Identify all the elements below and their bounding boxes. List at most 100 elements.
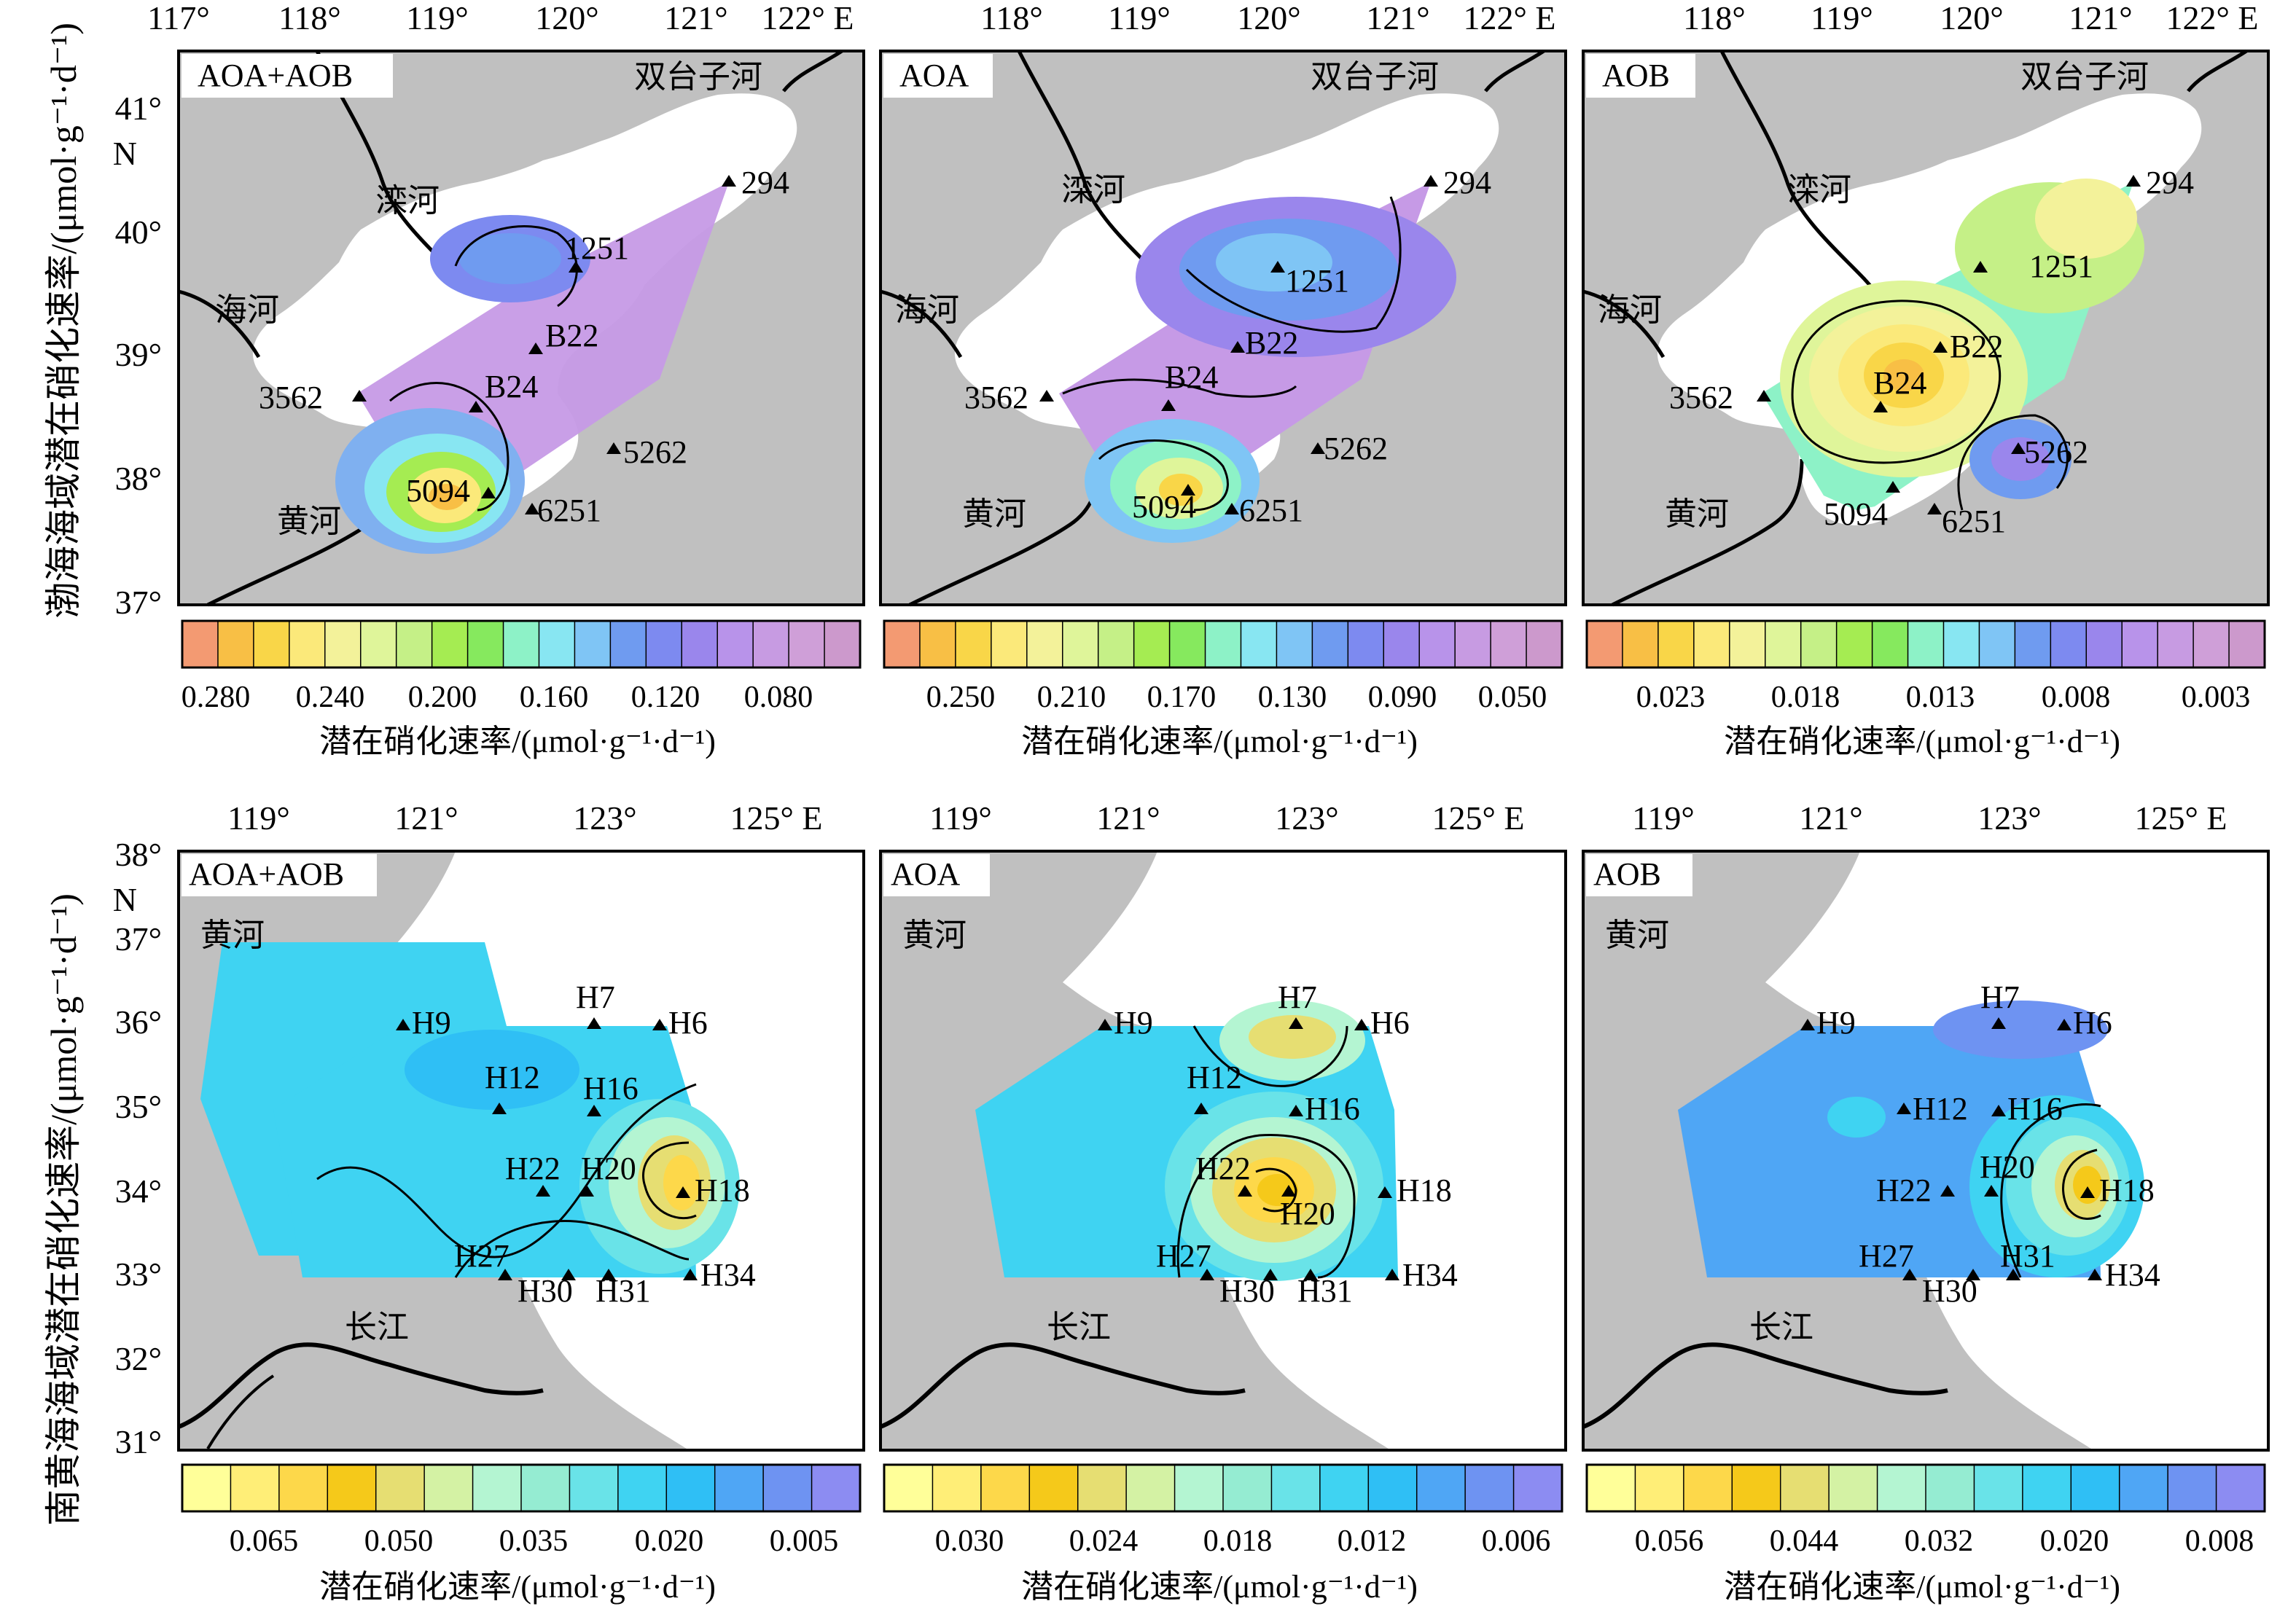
station-marker-icon (1181, 484, 1195, 496)
cb2-tick: 0.210 (1037, 681, 1106, 714)
station-label: H27 (1156, 1238, 1211, 1274)
row1-ylabel: 渤海海域潜在硝化速率/(μmol·g⁻¹·d⁻¹) (43, 23, 84, 619)
station-marker-icon (722, 175, 736, 187)
colorbar-segment (424, 1465, 474, 1511)
panel-title-bg (1586, 854, 1692, 896)
cb1-tick: 0.120 (631, 681, 700, 714)
station-marker-icon (1873, 401, 1888, 412)
contour-line (316, 1083, 697, 1258)
colorbar-segment (1732, 1465, 1781, 1511)
station-label: H6 (668, 1005, 708, 1041)
colorbar-segment (1526, 621, 1563, 668)
colorbar-segment (324, 621, 362, 668)
row1-panel-3: AOB 双台子河 滦河 海河 黄河 294 1251 B22 B24 3562 … (1582, 49, 2270, 607)
station-H31: H31 (596, 1269, 651, 1309)
colorbar-segment (991, 621, 1028, 668)
station-H27: H27 (1156, 1238, 1214, 1280)
station-marker-icon (1289, 1017, 1303, 1029)
field-band (2073, 1166, 2102, 1204)
station-label: H7 (1980, 979, 2020, 1015)
panel-title: AOA (891, 856, 961, 892)
station-marker-icon (1098, 1019, 1112, 1030)
contour-line (1176, 1134, 1356, 1279)
river-line (1484, 49, 1545, 93)
station-marker-icon (525, 503, 539, 514)
station-5262: 5262 (1311, 431, 1388, 466)
station-5094: 5094 (1824, 481, 1900, 532)
p2-lon-122: 122° E (1464, 0, 1556, 36)
colorbar-segment (1683, 1465, 1733, 1511)
cb1-tick: 0.080 (744, 681, 813, 714)
station-marker-icon (2057, 1019, 2072, 1030)
station-marker-icon (1385, 1269, 1399, 1280)
station-5094: 5094 (1132, 484, 1196, 525)
station-marker-icon (1303, 1269, 1318, 1280)
colorbar-segment (666, 1465, 716, 1511)
panel-title: AOB (1602, 58, 1670, 93)
cb3-tick: 0.013 (1906, 681, 1975, 714)
field-band (663, 1155, 700, 1210)
row1-lat-37: 37° (115, 584, 162, 621)
station-marker-icon (1039, 390, 1054, 402)
station-marker-icon (1927, 503, 1942, 514)
row2-colorbar-2 (883, 1463, 1563, 1513)
colorbar-segment (1836, 621, 1873, 668)
cb5-tick: 0.012 (1338, 1524, 1407, 1558)
colorbar-segment (1491, 621, 1527, 668)
station-label: H9 (1114, 1005, 1153, 1041)
station-marker-icon (1973, 261, 1988, 273)
river-label-huang: 黄河 (1665, 496, 1729, 532)
panel-title-bg (883, 54, 993, 98)
station-marker-icon (606, 442, 621, 454)
station-marker-icon (1230, 341, 1245, 353)
station-marker-icon (2011, 442, 2026, 454)
p2-lon-120: 120° (1237, 0, 1300, 36)
station-label: H9 (1816, 1005, 1856, 1041)
station-marker-icon (1800, 1019, 1815, 1030)
station-marker-icon (536, 1185, 550, 1197)
station-H27: H27 (1859, 1238, 1917, 1280)
row2-lat-36: 36° (115, 1003, 162, 1041)
river-line (1582, 289, 1666, 359)
colorbar-segment (1077, 1465, 1127, 1511)
colorbar-segment (884, 621, 921, 668)
colorbar-segment (980, 1465, 1030, 1511)
contour-line (454, 1220, 690, 1278)
colorbar-segment (617, 1465, 667, 1511)
station-label: H31 (2000, 1238, 2055, 1274)
station-1251: 1251 (1270, 261, 1349, 299)
yangtze-river (177, 1342, 544, 1429)
panel-title-bg (1586, 54, 1695, 98)
colorbar-segment (1974, 1465, 2023, 1511)
colorbar-segment (521, 1465, 570, 1511)
colorbar-segment (1979, 621, 2015, 668)
station-marker-icon (1991, 1017, 2006, 1029)
station-marker-icon (2088, 1269, 2102, 1280)
colorbar-segment (2216, 1465, 2265, 1511)
colorbar-segment (1513, 1465, 1563, 1511)
colorbar-segment (824, 621, 861, 668)
colorbar-segment (2050, 621, 2087, 668)
colorbar-segment (1872, 621, 1909, 668)
station-3562: 3562 (1669, 380, 1771, 415)
station-H18: H18 (676, 1173, 750, 1208)
station-label: H27 (454, 1238, 509, 1274)
p2-lon-121: 121° (1366, 0, 1429, 36)
colorbar-segment (1276, 621, 1313, 668)
p4-lon-121: 121° (394, 799, 458, 837)
row2-colorbar-ticks: 0.065 0.050 0.035 0.020 0.005 0.030 0.02… (230, 1524, 2254, 1558)
river-label-shuangtaizi: 双台子河 (1311, 59, 1439, 95)
row1-colorbar-3 (1585, 619, 2266, 669)
colorbar-segment (1223, 1465, 1272, 1511)
p1-lon-122: 122° E (762, 0, 854, 36)
station-label: B24 (1165, 359, 1218, 395)
station-label: H20 (1280, 1196, 1335, 1232)
station-H16: H16 (1289, 1091, 1360, 1127)
station-label: 6251 (537, 493, 601, 528)
row2-lon-ticks: 119° 121° 123° 125° E 119° 121° 123° 125… (227, 799, 2227, 837)
colorbar-segment (1765, 621, 1802, 668)
station-label: H22 (1876, 1173, 1932, 1208)
cb6-tick: 0.008 (2185, 1524, 2254, 1558)
row2-lat-N: N (113, 881, 137, 918)
